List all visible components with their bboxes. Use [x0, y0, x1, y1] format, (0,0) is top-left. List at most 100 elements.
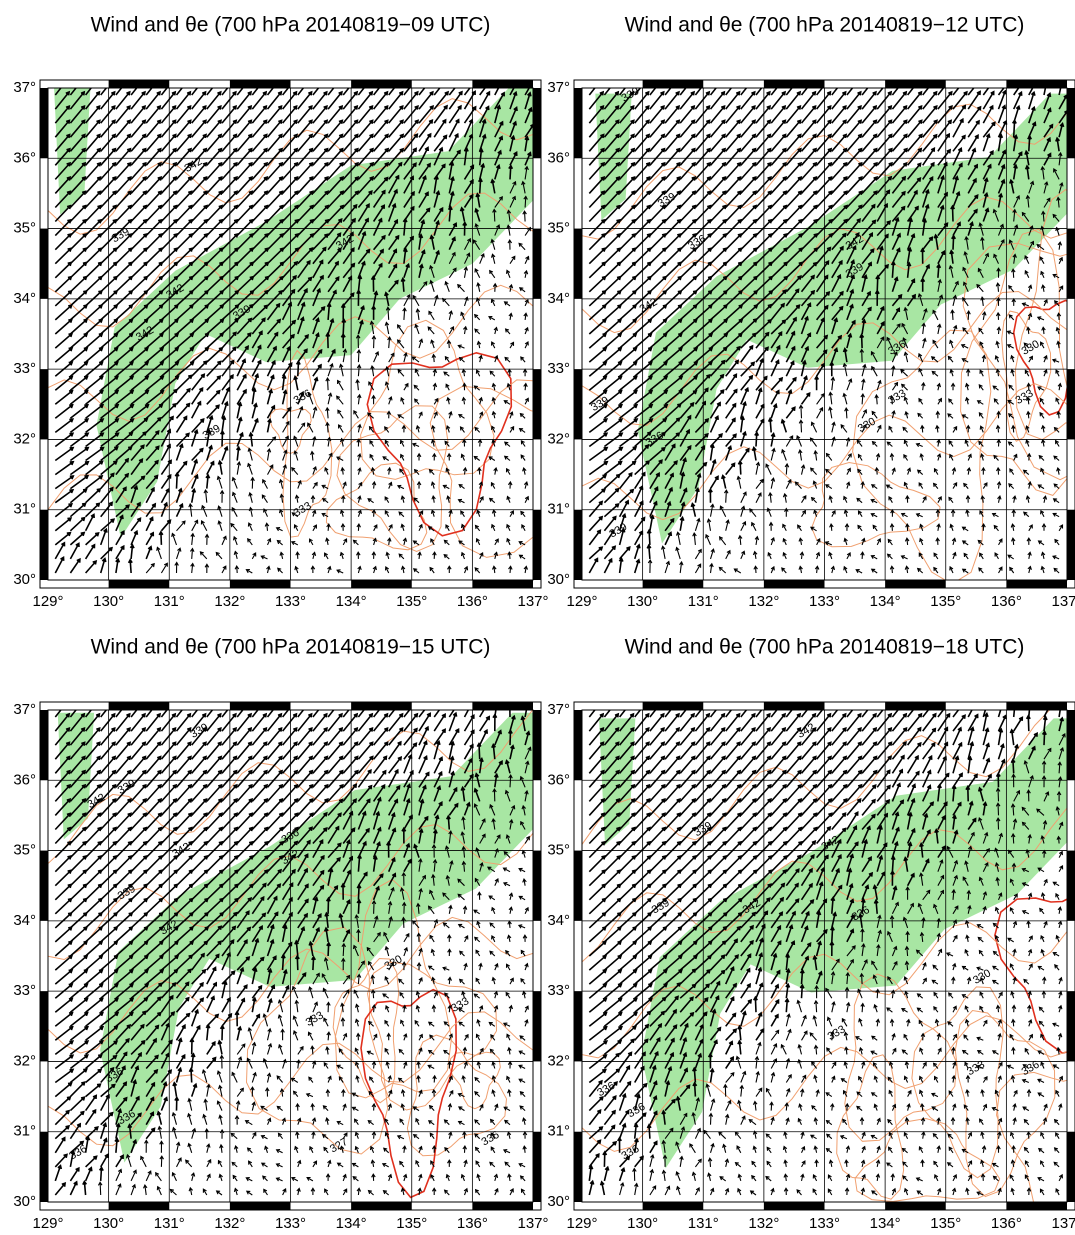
wind-arrow: [507, 539, 510, 545]
x-tick-label: 135°: [930, 1215, 961, 1232]
wind-arrow: [283, 1189, 286, 1195]
wind-arrow: [237, 999, 244, 1013]
wind-arrow: [786, 163, 801, 179]
wind-arrow: [904, 1133, 907, 1139]
frame-bar: [230, 80, 291, 88]
wind-arrow: [268, 191, 283, 207]
wind-arrow: [741, 813, 756, 829]
wind-arrow: [70, 1082, 84, 1096]
wind-arrow: [1053, 556, 1059, 559]
wind-arrow: [55, 927, 71, 942]
wind-arrow: [480, 254, 485, 264]
wind-arrow: [589, 248, 605, 263]
wind-arrow: [203, 1115, 207, 1125]
wind-arrow: [726, 234, 742, 250]
wind-arrow: [477, 1175, 480, 1181]
contour-label: 327: [328, 1136, 350, 1156]
wind-arrow: [192, 1084, 197, 1096]
wind-arrow: [383, 1164, 389, 1167]
wind-arrow: [1041, 893, 1045, 900]
wind-arrow: [521, 951, 525, 957]
wind-arrow: [131, 163, 146, 179]
wind-arrow: [220, 491, 224, 503]
wind-arrow: [161, 785, 176, 801]
wind-arrow: [371, 1160, 375, 1167]
wind-arrow: [525, 257, 529, 264]
wind-arrow: [312, 1132, 316, 1139]
frame-bar: [533, 510, 541, 580]
wind-arrow: [888, 1077, 892, 1082]
wind-arrow: [980, 370, 983, 376]
wind-arrow: [525, 497, 528, 503]
wind-arrow: [665, 163, 680, 179]
wind-arrow: [268, 419, 272, 432]
wind-arrow: [695, 564, 700, 573]
wind-arrow: [620, 305, 636, 320]
wind-arrow: [771, 191, 786, 207]
wind-arrow: [55, 998, 72, 1012]
wind-arrow: [519, 1065, 525, 1068]
wind-arrow: [296, 1132, 300, 1139]
wind-arrow: [903, 427, 908, 432]
frame-bar: [1006, 80, 1067, 88]
wind-arrow: [680, 856, 696, 872]
wind-arrow: [889, 497, 892, 503]
wind-arrow: [948, 1163, 953, 1167]
wind-arrow: [459, 415, 465, 419]
wind-arrow: [55, 405, 72, 419]
wind-arrow: [478, 440, 482, 447]
wind-arrow: [268, 771, 283, 788]
wind-arrow: [937, 1189, 940, 1195]
wind-arrow: [429, 1022, 434, 1026]
wind-arrow: [919, 1021, 922, 1027]
wind-arrow: [235, 566, 239, 573]
wind-arrow: [504, 868, 511, 872]
wind-arrow: [872, 367, 878, 377]
wind-arrow: [70, 533, 84, 545]
wind-arrow: [493, 715, 497, 731]
wind-arrow: [297, 1161, 300, 1167]
wind-arrow: [388, 1175, 391, 1181]
wind-arrow: [520, 288, 525, 292]
wind-arrow: [156, 1173, 162, 1181]
wind-arrow: [70, 1097, 84, 1110]
wind-arrow: [404, 934, 409, 942]
wind-arrow: [844, 1062, 848, 1068]
wind-arrow: [996, 426, 1000, 433]
wind-arrow: [55, 433, 73, 446]
wind-arrow: [398, 370, 404, 376]
wind-arrow: [711, 842, 726, 858]
wind-arrow: [650, 856, 666, 872]
wind-arrow: [86, 334, 103, 348]
wind-arrow: [720, 1177, 726, 1181]
wind-arrow: [771, 163, 786, 179]
wind-arrow: [1029, 936, 1032, 942]
wind-arrow: [403, 308, 407, 320]
wind-arrow: [372, 1104, 376, 1111]
wind-arrow: [604, 870, 620, 885]
wind-arrow: [192, 1026, 200, 1040]
wind-arrow: [357, 350, 361, 362]
wind-arrow: [847, 149, 862, 166]
wind-arrow: [248, 539, 253, 545]
wind-arrow: [116, 828, 131, 844]
wind-arrow: [1025, 370, 1028, 376]
wind-arrow: [635, 545, 640, 559]
wind-arrow: [70, 319, 87, 334]
map-panel: Wind and θe (700 hPa 20140819−18 UTC)342…: [547, 636, 1075, 1234]
wind-arrow: [307, 1094, 313, 1097]
wind-arrow: [798, 1119, 801, 1125]
wind-arrow: [86, 448, 104, 461]
wind-arrow: [741, 402, 746, 418]
wind-arrow: [494, 1175, 498, 1181]
wind-arrow: [962, 345, 969, 349]
wind-arrow: [966, 384, 970, 391]
wind-arrow: [786, 785, 801, 801]
wind-arrow: [55, 1111, 69, 1125]
wind-arrow: [802, 206, 817, 222]
wind-arrow: [401, 1104, 405, 1110]
wind-arrow: [480, 717, 490, 731]
wind-arrow: [802, 1031, 808, 1040]
wind-arrow: [726, 434, 736, 446]
wind-arrow: [752, 523, 756, 531]
